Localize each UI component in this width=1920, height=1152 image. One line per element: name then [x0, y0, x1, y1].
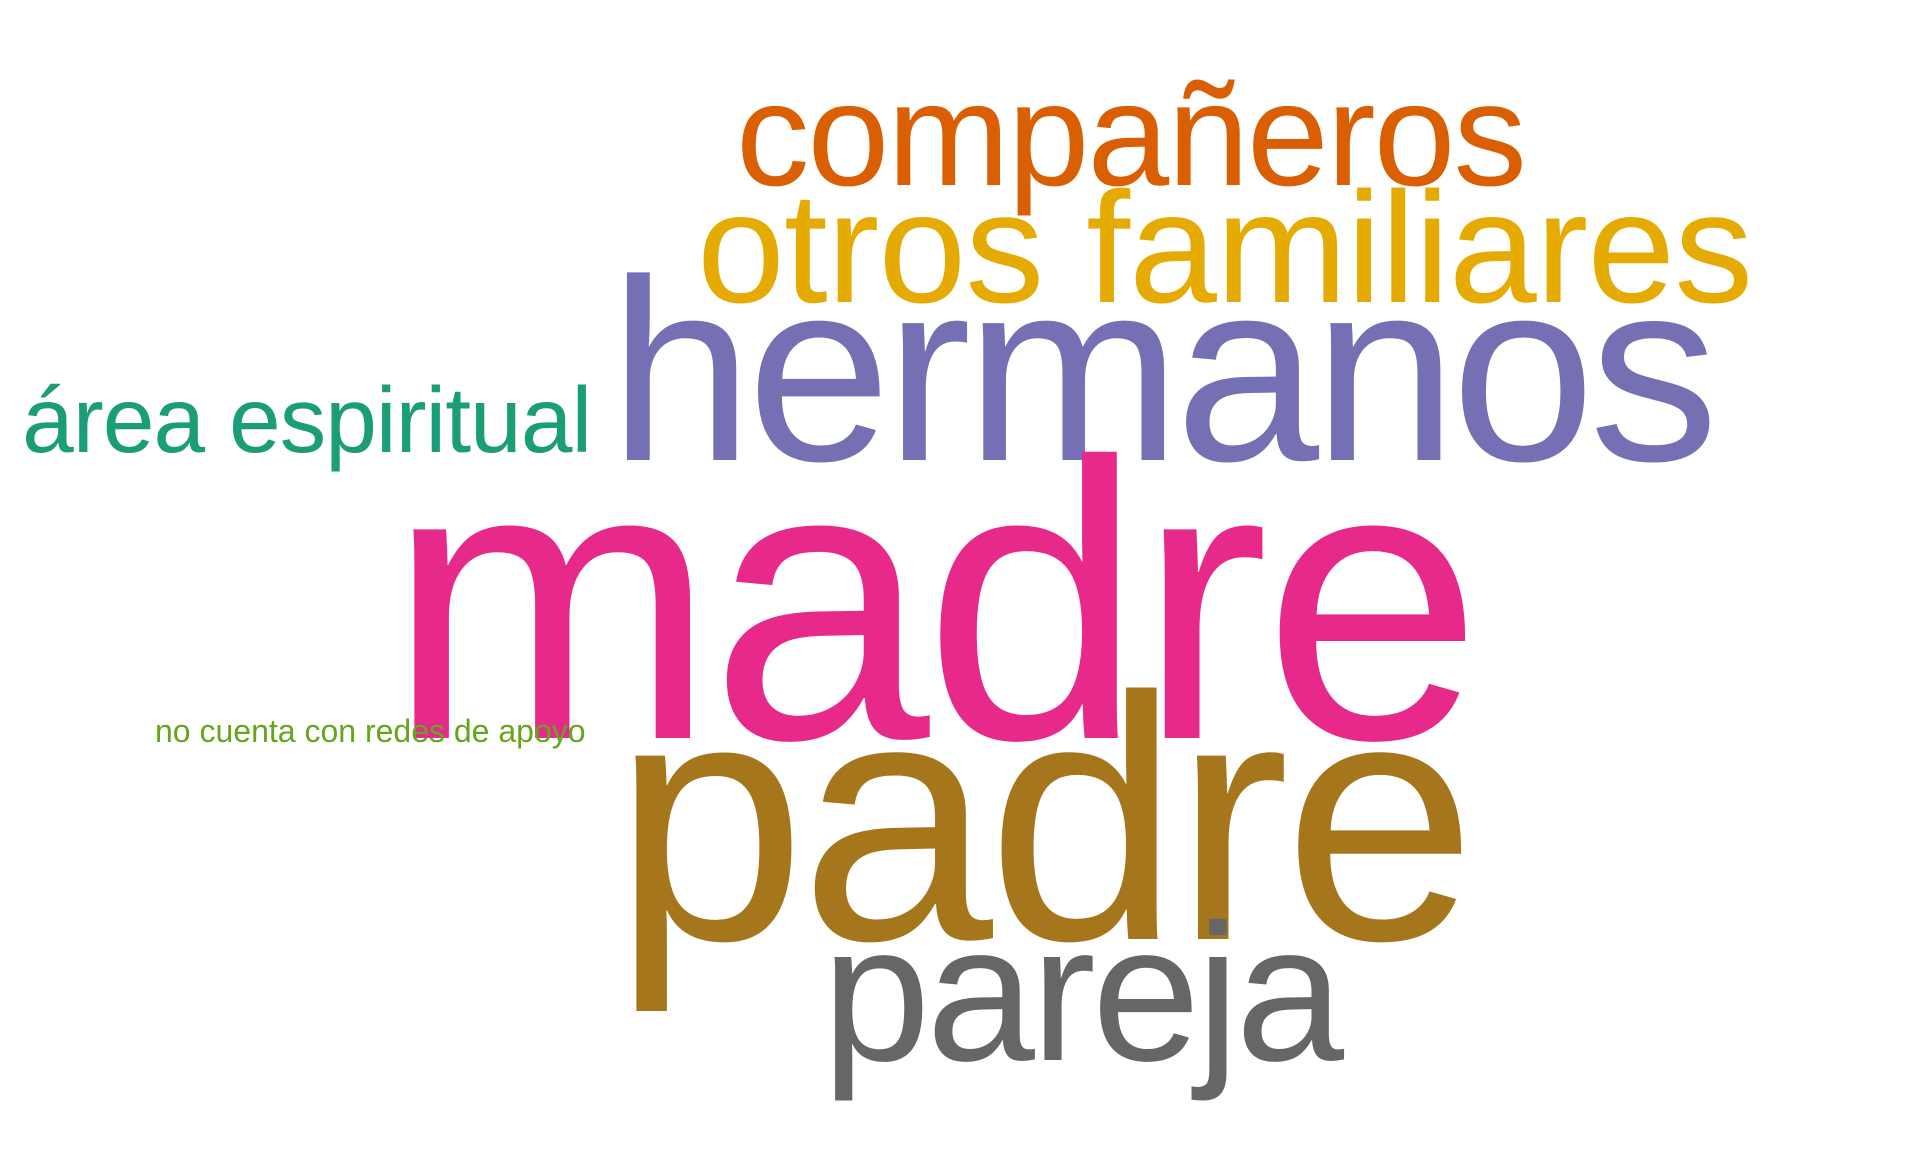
word-otros-familiares: otros familiares	[697, 160, 1753, 336]
word-padre: padre	[613, 625, 1476, 1013]
word-no-cuenta-con-redes-de-apoyo: no cuenta con redes de apoyo	[155, 713, 586, 749]
word-companeros: compañeros	[736, 53, 1527, 217]
word-area-espiritual: área espiritual	[22, 368, 592, 472]
word-pareja: pareja	[822, 884, 1344, 1102]
word-hermanos: hermanos	[609, 226, 1719, 515]
word-madre: madre	[387, 380, 1483, 822]
